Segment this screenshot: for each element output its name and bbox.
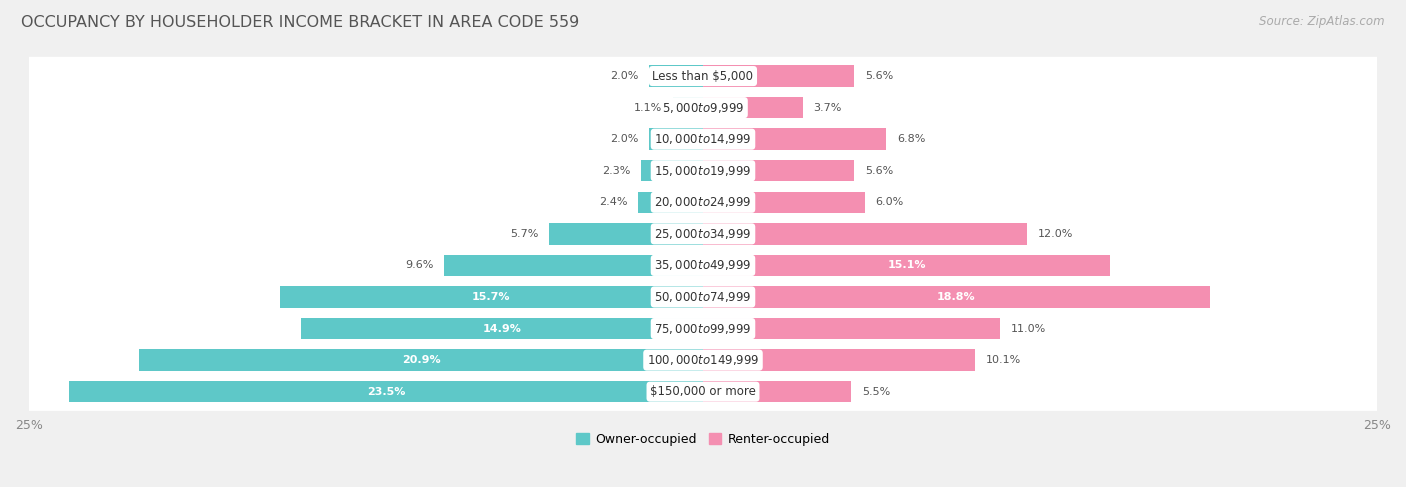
Text: $75,000 to $99,999: $75,000 to $99,999 (654, 321, 752, 336)
Bar (703, 349, 976, 371)
Text: 11.0%: 11.0% (1011, 323, 1046, 334)
Bar (703, 223, 1026, 244)
FancyBboxPatch shape (20, 373, 1386, 411)
Text: 14.9%: 14.9% (482, 323, 522, 334)
Bar (703, 191, 865, 213)
Bar (69, 381, 703, 402)
Text: $150,000 or more: $150,000 or more (650, 385, 756, 398)
Text: 1.1%: 1.1% (634, 103, 662, 112)
Bar (638, 191, 703, 213)
Bar (703, 381, 851, 402)
FancyBboxPatch shape (20, 215, 1386, 253)
Bar (550, 223, 703, 244)
Text: $35,000 to $49,999: $35,000 to $49,999 (654, 259, 752, 272)
Bar (703, 160, 853, 182)
FancyBboxPatch shape (20, 151, 1386, 190)
Bar (703, 255, 1111, 276)
Legend: Owner-occupied, Renter-occupied: Owner-occupied, Renter-occupied (571, 428, 835, 450)
Text: 5.7%: 5.7% (510, 229, 538, 239)
Text: 15.7%: 15.7% (472, 292, 510, 302)
Text: Less than $5,000: Less than $5,000 (652, 70, 754, 83)
Text: OCCUPANCY BY HOUSEHOLDER INCOME BRACKET IN AREA CODE 559: OCCUPANCY BY HOUSEHOLDER INCOME BRACKET … (21, 15, 579, 30)
Text: $25,000 to $34,999: $25,000 to $34,999 (654, 227, 752, 241)
Text: 3.7%: 3.7% (814, 103, 842, 112)
Text: $20,000 to $24,999: $20,000 to $24,999 (654, 195, 752, 209)
Text: 6.0%: 6.0% (876, 197, 904, 207)
FancyBboxPatch shape (20, 120, 1386, 158)
Text: 20.9%: 20.9% (402, 355, 440, 365)
Text: 6.8%: 6.8% (897, 134, 925, 144)
Text: 2.0%: 2.0% (610, 134, 638, 144)
Text: 18.8%: 18.8% (938, 292, 976, 302)
Text: 5.5%: 5.5% (862, 387, 890, 397)
FancyBboxPatch shape (20, 57, 1386, 95)
Bar (650, 129, 703, 150)
Bar (650, 65, 703, 87)
Bar (703, 65, 853, 87)
Bar (280, 286, 703, 308)
Bar (703, 129, 886, 150)
Text: $100,000 to $149,999: $100,000 to $149,999 (647, 353, 759, 367)
FancyBboxPatch shape (20, 309, 1386, 348)
Bar (703, 286, 1211, 308)
Text: 5.6%: 5.6% (865, 166, 893, 176)
Text: $5,000 to $9,999: $5,000 to $9,999 (662, 101, 744, 114)
Text: 10.1%: 10.1% (986, 355, 1021, 365)
Bar (641, 160, 703, 182)
Bar (301, 318, 703, 339)
FancyBboxPatch shape (20, 246, 1386, 285)
FancyBboxPatch shape (20, 341, 1386, 379)
Text: 2.4%: 2.4% (599, 197, 627, 207)
Text: $50,000 to $74,999: $50,000 to $74,999 (654, 290, 752, 304)
Text: $15,000 to $19,999: $15,000 to $19,999 (654, 164, 752, 178)
Text: 15.1%: 15.1% (887, 261, 925, 270)
Bar (703, 318, 1000, 339)
FancyBboxPatch shape (20, 278, 1386, 316)
Text: 5.6%: 5.6% (865, 71, 893, 81)
Bar (444, 255, 703, 276)
Text: Source: ZipAtlas.com: Source: ZipAtlas.com (1260, 15, 1385, 28)
FancyBboxPatch shape (20, 183, 1386, 222)
Text: 2.0%: 2.0% (610, 71, 638, 81)
Bar (673, 97, 703, 118)
Text: 2.3%: 2.3% (602, 166, 630, 176)
Text: 9.6%: 9.6% (405, 261, 433, 270)
Text: 23.5%: 23.5% (367, 387, 405, 397)
Text: $10,000 to $14,999: $10,000 to $14,999 (654, 132, 752, 146)
Bar (703, 97, 803, 118)
Bar (139, 349, 703, 371)
Text: 12.0%: 12.0% (1038, 229, 1073, 239)
FancyBboxPatch shape (20, 88, 1386, 127)
